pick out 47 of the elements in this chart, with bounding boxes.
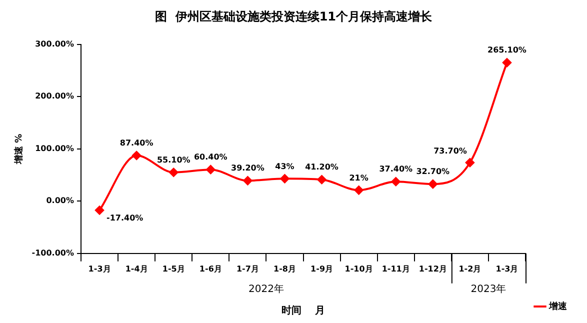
- point: [354, 186, 364, 195]
- x-tick-label: 1-7月: [236, 264, 259, 274]
- x-tick-label: 1-3月: [88, 264, 111, 274]
- data-label: -17.40%: [106, 213, 144, 222]
- x-tick-label: 1-4月: [125, 264, 148, 274]
- point: [132, 150, 142, 160]
- chart-title: 图 伊州区基础设施类投资连续11个月保持高速增长: [154, 9, 434, 24]
- data-label: 55.10%: [156, 155, 190, 164]
- y-tick-label: 100.00%: [35, 144, 74, 153]
- data-label: 60.40%: [194, 152, 228, 162]
- data-label: 265.10%: [488, 46, 526, 55]
- text: 2022年: [248, 282, 284, 295]
- data-label: 41.20%: [305, 162, 338, 172]
- y-axis-title: 增速 %: [14, 134, 25, 165]
- point: [391, 177, 400, 186]
- data-label: 73.70%: [434, 146, 467, 156]
- point: [206, 165, 216, 174]
- data-label: 39.20%: [231, 164, 264, 173]
- x-tick-label: 1-10月: [344, 264, 373, 274]
- x-tick-label: 1-5月: [162, 264, 185, 274]
- data-label: 37.40%: [379, 164, 413, 174]
- point: [465, 158, 474, 168]
- x-tick-label: 1-3月: [496, 264, 518, 274]
- data-label: 43%: [275, 162, 294, 171]
- x-tick-label: 1-9月: [310, 264, 333, 274]
- data-label: 87.40%: [120, 138, 154, 148]
- point: [428, 180, 438, 189]
- data-label: 32.70%: [416, 167, 450, 176]
- legend-label: 增速: [548, 300, 568, 312]
- y-tick-label: 200.00%: [35, 92, 74, 101]
- x-axis-title: 时间 月: [281, 304, 326, 317]
- y-tick-label: -100.00%: [32, 248, 74, 258]
- point: [169, 168, 178, 177]
- point: [317, 175, 326, 184]
- point: [280, 174, 290, 184]
- point: [95, 206, 104, 215]
- x-tick-label: 1-8月: [274, 264, 296, 274]
- x-tick-label: 1-12月: [418, 264, 447, 274]
- y-tick-label: 0.00%: [46, 196, 74, 206]
- point: [243, 176, 252, 186]
- text: 2023年: [470, 282, 506, 295]
- x-tick-label: 1-6月: [199, 264, 222, 274]
- x-tick-label: 1-11月: [382, 264, 410, 274]
- data-label: 21%: [349, 173, 368, 182]
- y-tick-label: 300.00%: [35, 39, 74, 48]
- x-tick-label: 1-2月: [458, 264, 482, 274]
- point: [502, 58, 512, 68]
